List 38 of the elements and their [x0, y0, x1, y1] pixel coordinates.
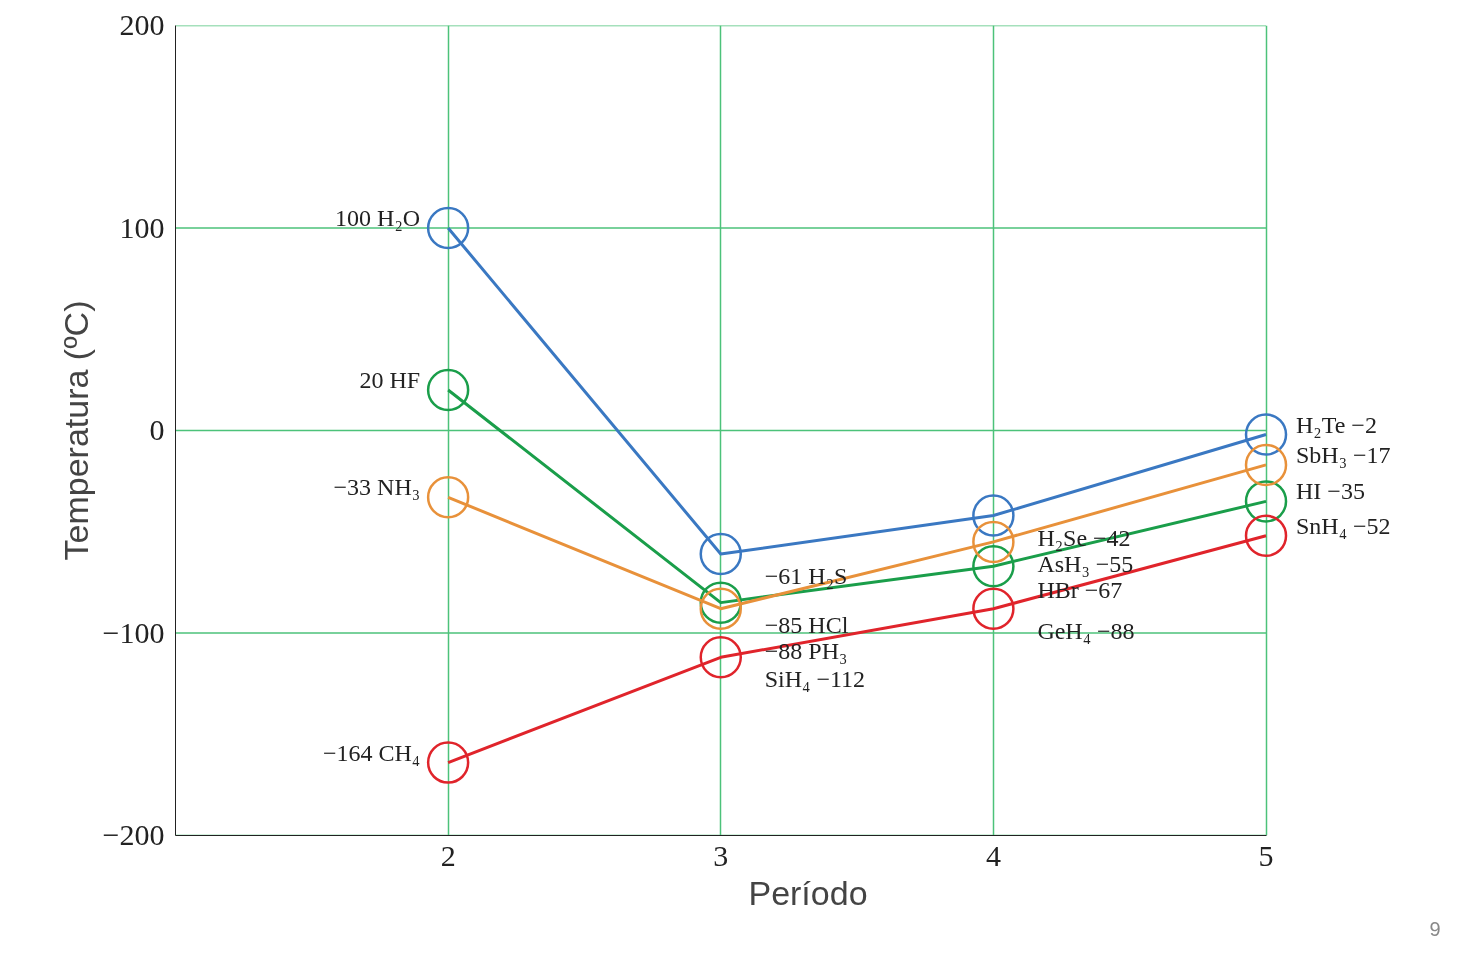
text: 9 — [1429, 917, 1441, 940]
point — [972, 544, 1015, 588]
annotation: SnH₄ −52 — [1296, 512, 1391, 539]
point — [1244, 413, 1288, 456]
point — [699, 636, 743, 679]
annotation: SiH₄ −112 — [764, 666, 866, 693]
point — [972, 587, 1015, 630]
point — [972, 494, 1015, 537]
point — [426, 368, 470, 412]
y-tick-label: −100 — [102, 615, 165, 649]
y-tick-label: 0 — [149, 413, 165, 446]
point — [1244, 443, 1288, 487]
point — [972, 520, 1015, 564]
y-tick-label: 100 — [119, 210, 165, 244]
annotation: 100 H₂O — [335, 205, 421, 231]
x-tick-label: 2 — [440, 838, 456, 872]
point — [699, 532, 743, 576]
annotation: AsH₃ −55 — [1037, 550, 1134, 577]
point — [1244, 514, 1288, 558]
x-axis-title: Período — [748, 873, 868, 912]
point — [426, 206, 470, 250]
annotation: −85 HCl — [764, 611, 849, 638]
point — [699, 587, 743, 630]
point — [426, 476, 470, 519]
point — [426, 741, 470, 784]
annotation: −33 NH₃ — [333, 474, 421, 501]
annotation: HI −35 — [1296, 478, 1365, 505]
annotation: SbH₃ −17 — [1296, 441, 1391, 468]
y-axis-title: Temperatura (ºC) — [56, 300, 95, 561]
y-tick-label: 200 — [119, 8, 165, 41]
x-tick-label: 3 — [713, 838, 729, 872]
x-tick-label: 4 — [985, 838, 1001, 872]
annotation: 20 HF — [359, 367, 421, 393]
y-tick-label: −200 — [102, 818, 165, 851]
annotation: H₂Te −2 — [1296, 411, 1377, 438]
x-tick-label: 5 — [1258, 838, 1274, 872]
point — [1244, 480, 1288, 523]
annotation: −164 CH₄ — [322, 739, 421, 766]
